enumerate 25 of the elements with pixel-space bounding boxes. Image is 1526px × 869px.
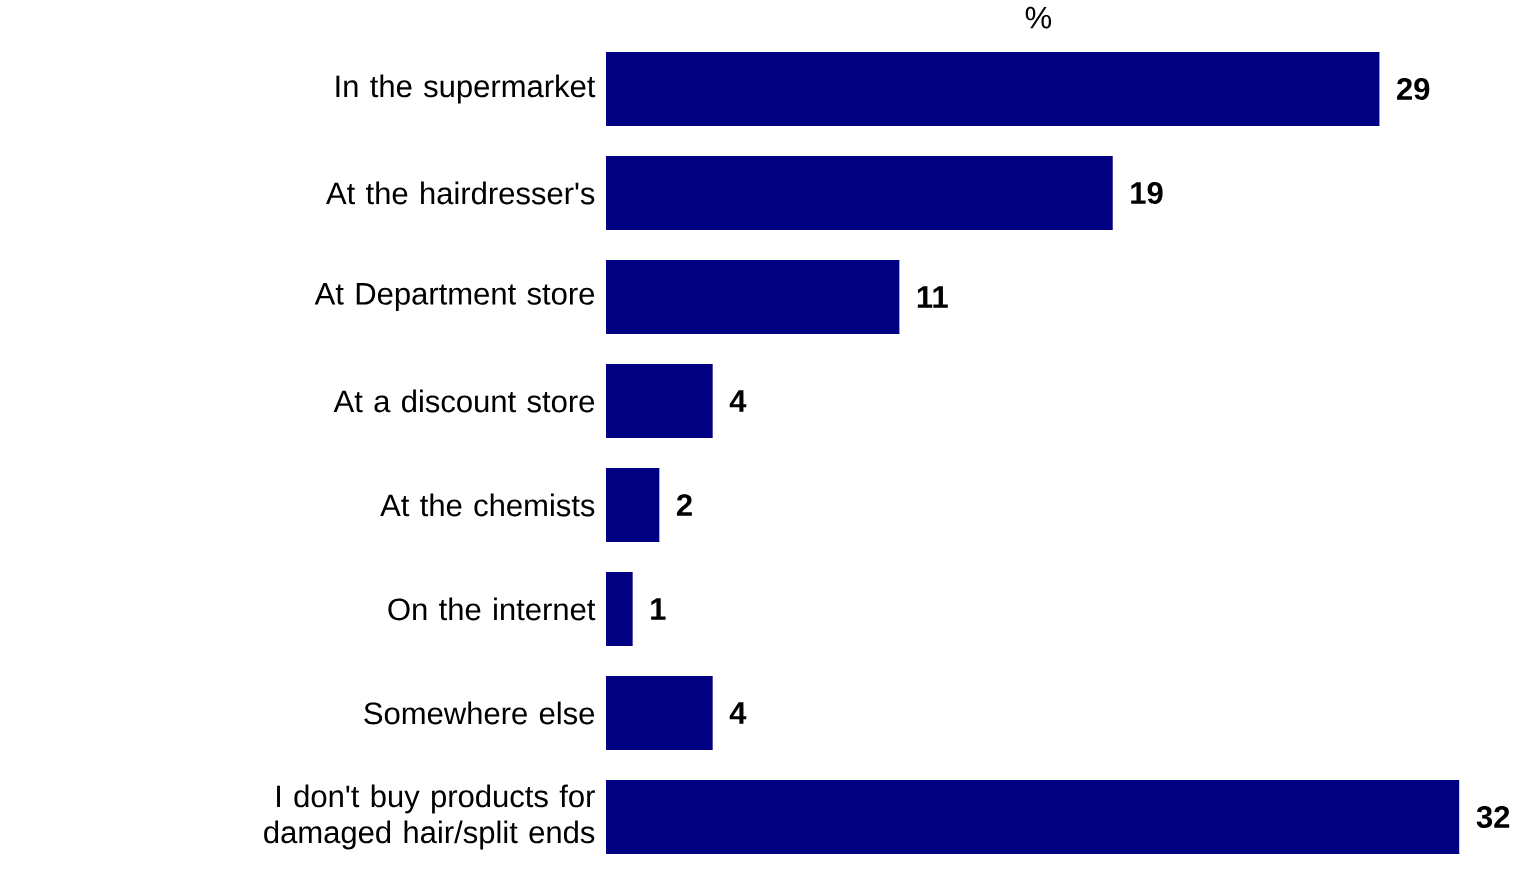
y-tick-label: On the internet <box>388 597 596 621</box>
y-tick-label: At the hairdresser's <box>326 181 595 205</box>
data-label: 32 <box>1476 806 1510 828</box>
bar <box>606 468 660 542</box>
y-tick-label: At a discount store <box>333 389 595 413</box>
data-label: 29 <box>1397 78 1430 100</box>
x-axis-title: % <box>1025 6 1052 29</box>
data-label: 4 <box>729 390 747 412</box>
y-tick-label: At Department store <box>314 283 595 311</box>
y-tick-label: Somewhere else <box>364 701 595 725</box>
bar <box>606 780 1460 854</box>
y-tick-label: In the supermarket <box>336 74 596 104</box>
bar <box>606 676 713 750</box>
bar <box>606 52 1380 126</box>
data-label: 11 <box>917 286 948 308</box>
bar <box>606 156 1113 230</box>
bar <box>606 572 633 646</box>
y-tick-label: At the chemists <box>380 493 595 517</box>
y-tick-label: I don't buy products for damaged hair/split ends <box>264 784 595 850</box>
bar <box>606 260 900 334</box>
bar <box>606 364 713 438</box>
data-label: 2 <box>676 494 692 516</box>
data-label: 19 <box>1131 182 1163 204</box>
data-label: 4 <box>729 702 747 724</box>
data-label: 1 <box>651 598 666 620</box>
